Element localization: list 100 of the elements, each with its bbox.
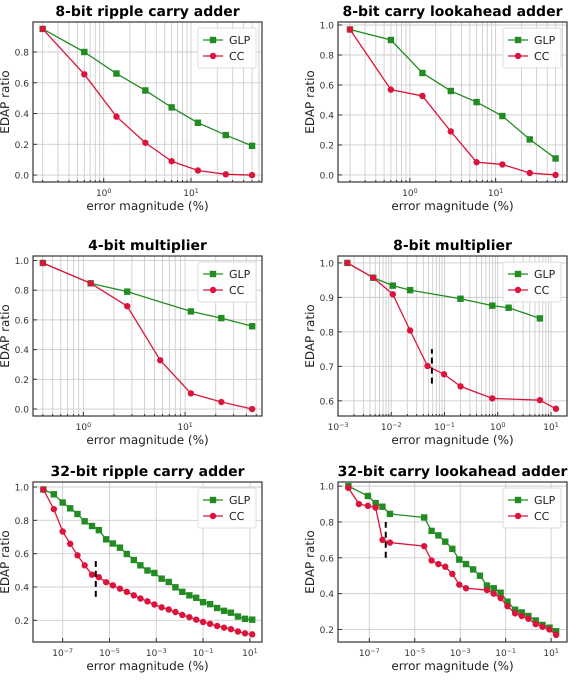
legend-label: GLP — [534, 494, 556, 507]
y-tick-label: 0.8 — [14, 286, 30, 297]
point — [220, 608, 228, 614]
x-axis-title: error magnitude (%) — [86, 433, 209, 447]
y-tick-label: 1.0 — [320, 482, 334, 493]
x-tick-label: 10$^{1}$ — [177, 422, 193, 433]
point — [151, 570, 158, 576]
chart-title: 4-bit multiplier — [88, 238, 207, 254]
x-tick-label: 10$^{−7}$ — [358, 648, 380, 659]
x-tick-label: 10$^{−1}$ — [192, 648, 214, 659]
x-tick-label: 10$^{−2}$ — [380, 422, 402, 433]
y-axis-title: EDAP ratio — [303, 530, 317, 594]
y-tick-label: 0.4 — [14, 110, 30, 120]
legend-label: GLP — [534, 268, 556, 281]
y-axis-title: EDAP ratio — [0, 304, 12, 368]
point — [419, 92, 426, 100]
point — [200, 598, 206, 606]
y-tick-label: 0.6 — [320, 554, 334, 564]
y-tick-label: 1.0 — [320, 22, 334, 32]
point — [110, 582, 116, 589]
point — [144, 598, 151, 605]
point — [448, 88, 454, 94]
y-tick-label: 0.7 — [320, 362, 334, 373]
chart-title: 8-bit carry lookahead adder — [342, 4, 563, 20]
x-axis-title: error magnitude (%) — [86, 659, 209, 673]
legend-label: GLP — [229, 268, 251, 281]
y-tick-label: 0.4 — [14, 584, 30, 594]
point — [81, 562, 88, 569]
point — [158, 604, 165, 611]
y-tick-label: 0.8 — [320, 51, 334, 62]
point — [214, 622, 220, 630]
point — [96, 526, 102, 534]
point — [222, 132, 229, 138]
point — [172, 584, 179, 591]
x-axis-title: error magnitude (%) — [391, 659, 514, 673]
point — [419, 70, 426, 76]
point — [168, 104, 175, 111]
y-tick-label: 0.0 — [14, 172, 30, 182]
point — [249, 616, 256, 623]
point — [124, 550, 130, 558]
point — [552, 172, 559, 178]
point — [116, 544, 124, 551]
x-tick-label: 10$^{0}$ — [76, 422, 92, 433]
y-tick-label: 1.0 — [14, 484, 30, 494]
x-tick-label: 10$^{0}$ — [96, 188, 112, 199]
y-tick-label: 0.6 — [14, 79, 30, 90]
legend-label: CC — [229, 50, 245, 63]
point — [248, 142, 256, 150]
x-tick-label: 10$^{−3}$ — [146, 648, 167, 659]
point — [144, 567, 151, 574]
y-tick-label: 0.6 — [14, 316, 30, 326]
x-tick-label: 10$^{−5}$ — [404, 648, 426, 659]
point — [116, 585, 124, 592]
point — [137, 562, 144, 569]
y-tick-label: 0.8 — [14, 48, 30, 58]
point — [113, 113, 120, 120]
x-tick-label: 10$^{1}$ — [543, 422, 559, 433]
point — [473, 98, 480, 106]
y-tick-label: 0.9 — [320, 294, 334, 304]
y-tick-label: 0.2 — [320, 626, 334, 636]
point — [186, 614, 193, 620]
point — [166, 606, 172, 613]
y-tick-label: 0.8 — [320, 328, 334, 338]
point — [67, 505, 74, 512]
point — [194, 120, 202, 126]
x-tick-label: 10$^{0}$ — [490, 422, 506, 433]
point — [151, 601, 158, 608]
legend-label: GLP — [534, 34, 556, 47]
point — [88, 571, 96, 578]
point — [193, 594, 200, 602]
point — [67, 540, 74, 548]
point — [168, 158, 175, 164]
y-axis-title: EDAP ratio — [303, 304, 317, 368]
legend-label: CC — [534, 50, 550, 63]
y-tick-label: 0.2 — [14, 376, 29, 386]
point — [158, 575, 165, 582]
y-tick-label: 1.0 — [320, 259, 334, 270]
point — [124, 588, 130, 596]
point — [242, 616, 248, 622]
x-tick-label: 10$^{−3}$ — [328, 422, 348, 433]
point — [193, 616, 200, 623]
point — [130, 556, 138, 564]
y-tick-label: 0.0 — [14, 406, 30, 416]
point — [166, 578, 172, 586]
x-tick-label: 10$^{−7}$ — [52, 648, 74, 659]
point — [179, 612, 186, 618]
y-axis-title: EDAP ratio — [303, 70, 317, 134]
point — [172, 608, 179, 616]
point — [194, 167, 202, 174]
x-tick-label: 10$^{1}$ — [488, 188, 504, 199]
point — [186, 592, 193, 599]
x-tick-label: 10$^{−1}$ — [434, 422, 455, 433]
point — [228, 609, 234, 616]
point — [74, 552, 81, 559]
point — [110, 540, 116, 547]
x-tick-label: 10$^{−3}$ — [450, 648, 471, 659]
point — [59, 528, 66, 535]
point — [242, 630, 248, 637]
point — [81, 518, 88, 525]
point — [130, 592, 138, 599]
